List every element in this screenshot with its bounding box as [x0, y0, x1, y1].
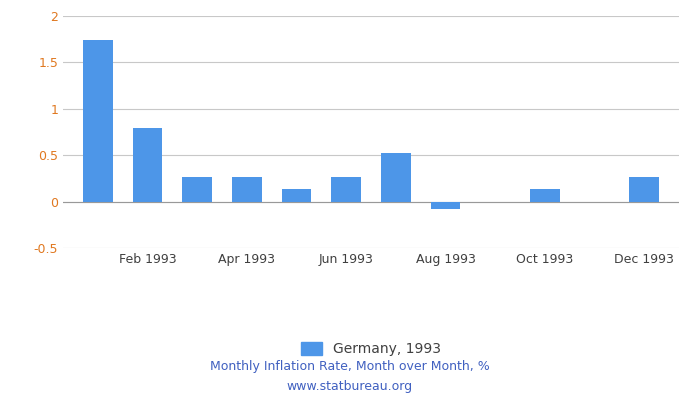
Bar — [281, 189, 312, 202]
Bar — [430, 202, 461, 209]
Bar — [629, 176, 659, 202]
Bar — [381, 153, 411, 202]
Text: Monthly Inflation Rate, Month over Month, %: Monthly Inflation Rate, Month over Month… — [210, 360, 490, 373]
Bar — [232, 176, 262, 202]
Bar — [132, 128, 162, 202]
Bar — [331, 176, 361, 202]
Text: www.statbureau.org: www.statbureau.org — [287, 380, 413, 393]
Bar — [83, 40, 113, 202]
Legend: Germany, 1993: Germany, 1993 — [295, 336, 447, 362]
Bar — [530, 189, 560, 202]
Bar — [182, 176, 212, 202]
